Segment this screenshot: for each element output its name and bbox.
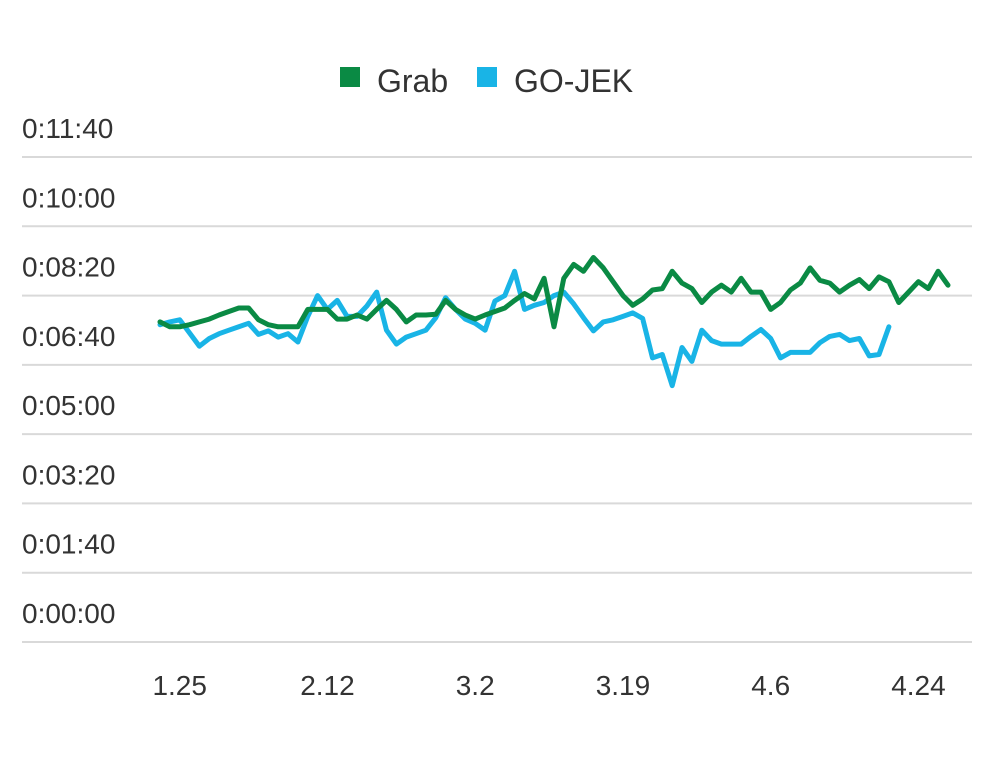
legend-label-gojek: GO-JEK xyxy=(514,63,633,99)
x-axis-tick-labels: 1.25 2.12 3.2 3.19 4.6 4.24 xyxy=(152,670,945,701)
x-tick-label: 1.25 xyxy=(152,670,207,701)
y-tick-label: 0:08:20 xyxy=(22,252,115,283)
x-tick-label: 4.6 xyxy=(751,670,790,701)
x-tick-label: 4.24 xyxy=(891,670,946,701)
legend-swatch-gojek xyxy=(477,67,497,87)
legend-swatch-grab xyxy=(340,67,360,87)
series-lines xyxy=(157,255,951,389)
x-tick-label: 3.2 xyxy=(456,670,495,701)
series-line-gojek xyxy=(157,268,892,389)
y-tick-label: 0:00:00 xyxy=(22,598,115,629)
chart-legend: Grab GO-JEK xyxy=(340,63,633,99)
x-tick-label: 2.12 xyxy=(300,670,355,701)
y-tick-label: 0:05:00 xyxy=(22,390,115,421)
y-tick-label: 0:10:00 xyxy=(22,182,115,213)
gridlines xyxy=(22,156,972,643)
y-tick-label: 0:11:40 xyxy=(22,113,113,144)
series-line-grab xyxy=(157,255,951,330)
y-tick-label: 0:06:40 xyxy=(22,321,115,352)
y-axis-tick-labels: 0:00:00 0:01:40 0:03:20 0:05:00 0:06:40 0:08:… xyxy=(22,113,115,629)
y-tick-label: 0:01:40 xyxy=(22,529,115,560)
x-tick-label: 3.19 xyxy=(596,670,651,701)
legend-label-grab: Grab xyxy=(377,63,448,99)
y-tick-label: 0:03:20 xyxy=(22,459,115,490)
